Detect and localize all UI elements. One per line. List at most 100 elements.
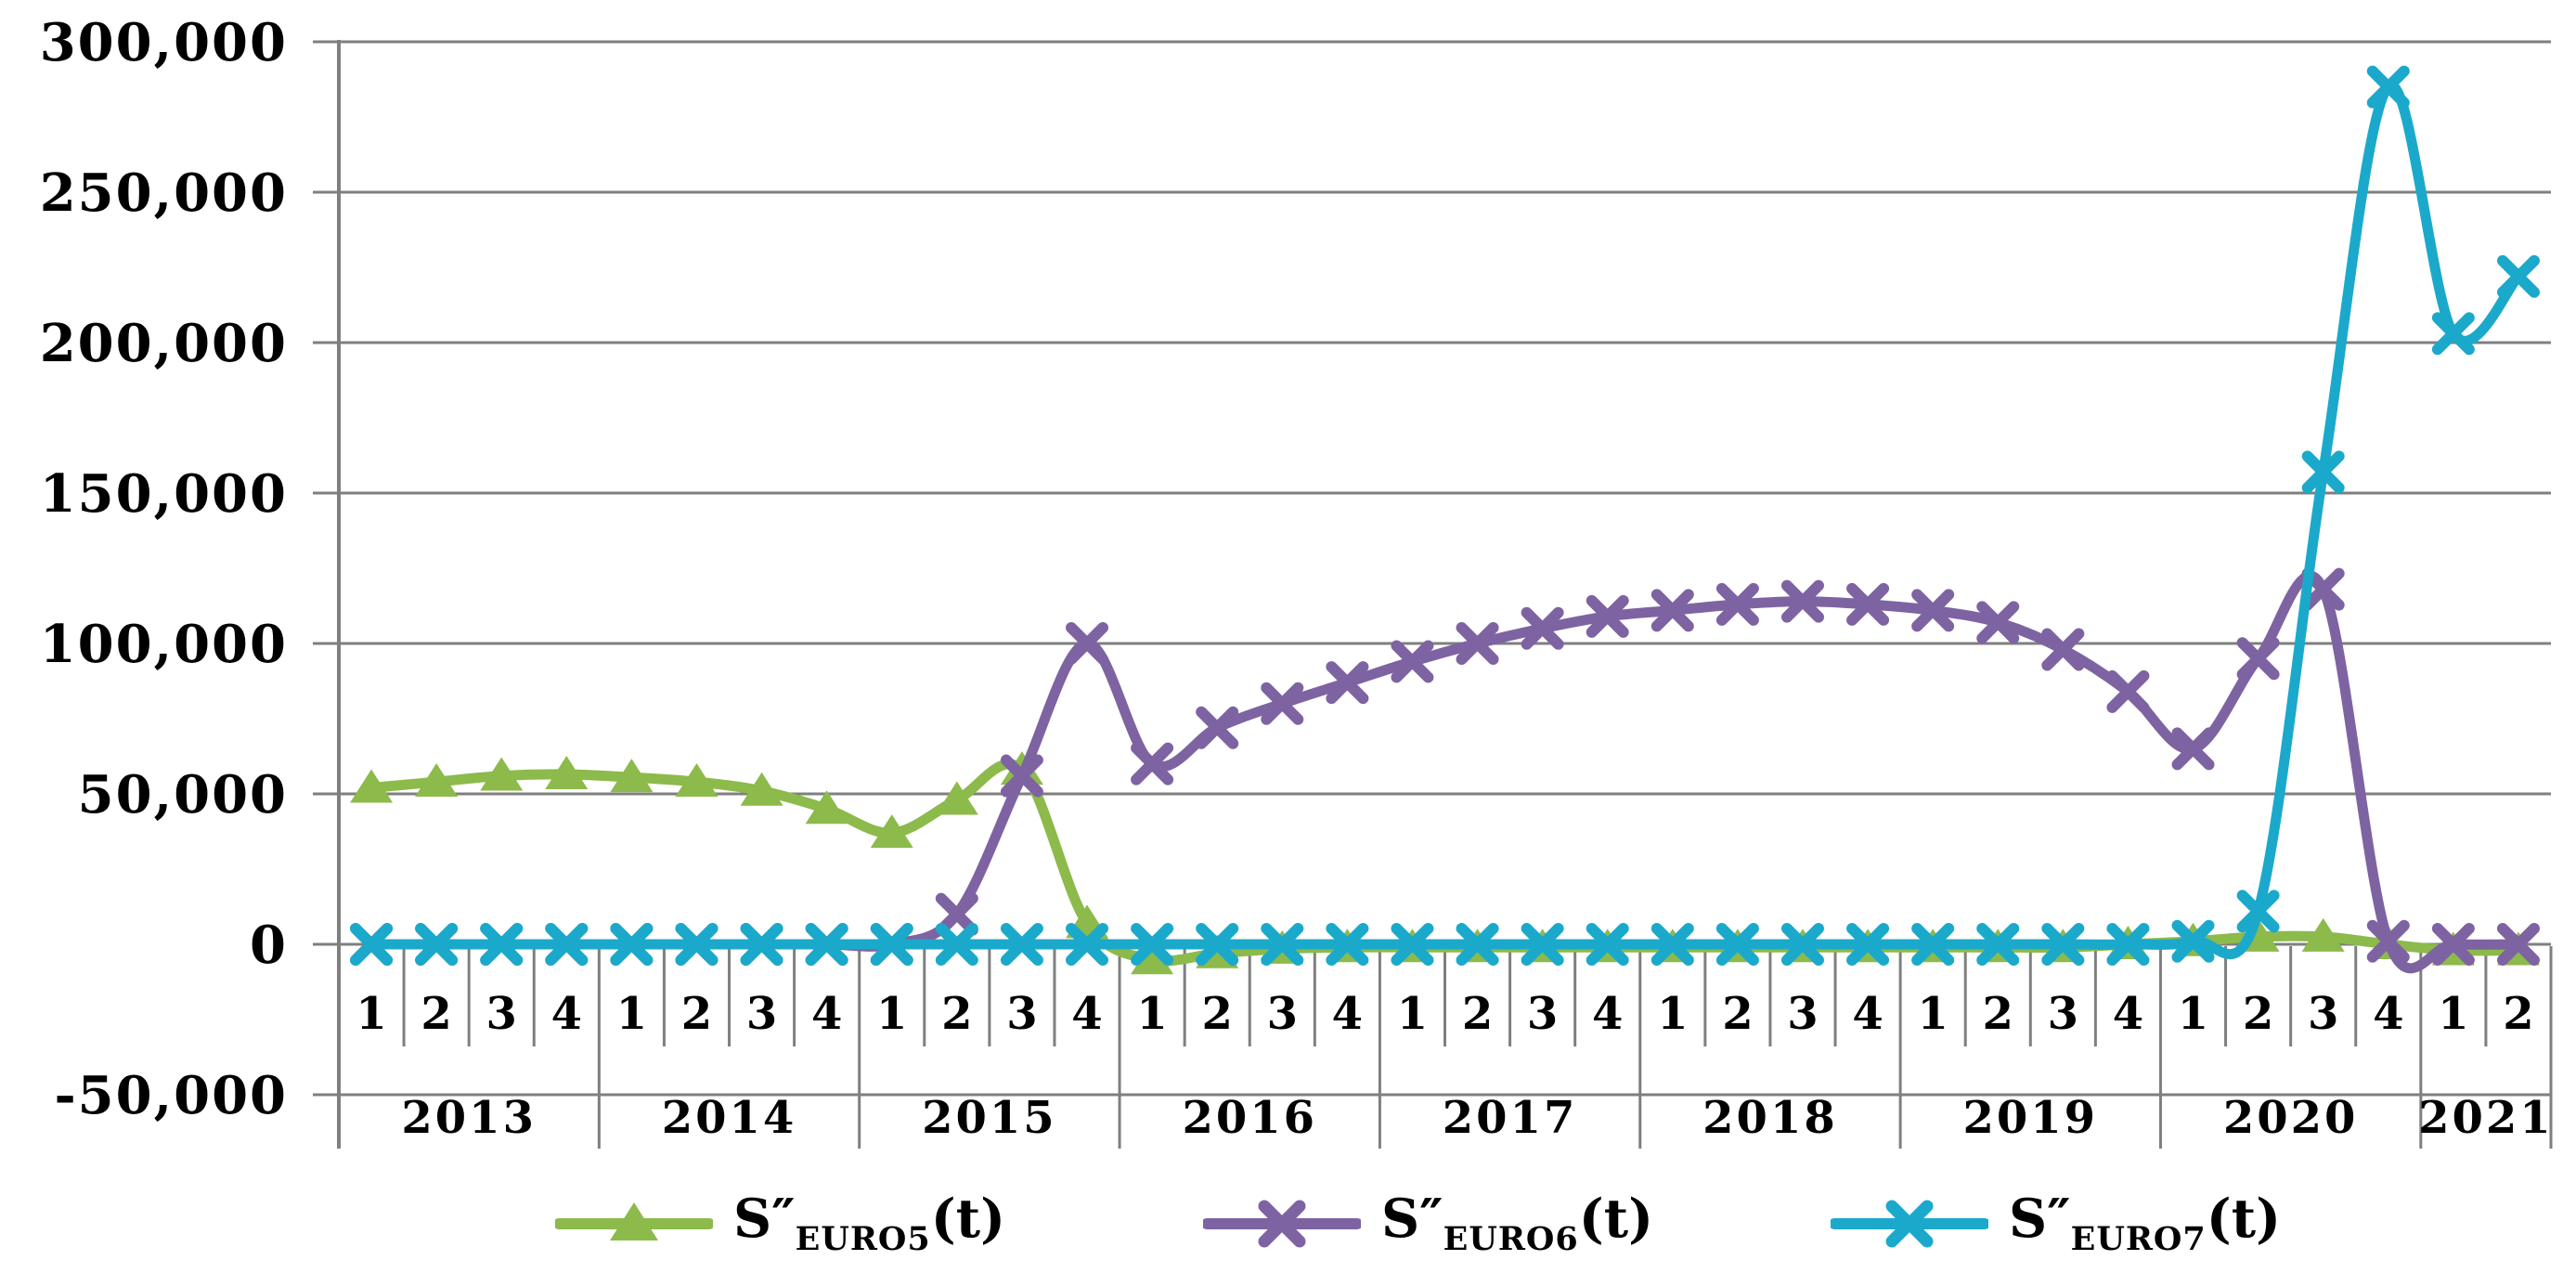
y-axis-tick-label: 50,000 — [78, 764, 288, 825]
x-marker — [1911, 923, 1955, 966]
x-marker — [1066, 923, 1109, 966]
x-axis-quarter-label: 4 — [2113, 988, 2143, 1040]
x-axis-quarter-label: 1 — [356, 988, 386, 1040]
x-marker — [1911, 589, 1955, 632]
triangle-marker — [415, 763, 459, 798]
y-axis-tick-label: 200,000 — [40, 313, 288, 374]
x-marker — [1326, 923, 1369, 966]
triangle-marker — [350, 769, 394, 803]
x-axis-quarter-label: 4 — [2373, 988, 2403, 1040]
x-marker — [2366, 65, 2410, 109]
x-axis-quarter-label: 3 — [2048, 988, 2078, 1040]
x-axis-quarter-label: 1 — [2178, 988, 2208, 1040]
x-marker — [1586, 594, 1629, 638]
x-marker — [1391, 923, 1434, 966]
x-axis-quarter-label: 2 — [1462, 988, 1493, 1040]
x-marker — [1066, 622, 1109, 665]
triangle-marker — [545, 755, 589, 789]
x-axis-year-label: 2015 — [922, 1092, 1057, 1144]
x-marker — [1586, 923, 1629, 966]
x-marker — [2171, 919, 2215, 963]
x-marker — [2236, 637, 2280, 681]
x-marker — [1976, 923, 2020, 966]
x-axis-year-label: 2017 — [1443, 1092, 1578, 1144]
x-marker — [610, 923, 654, 966]
y-axis-tick-label: 250,000 — [40, 162, 288, 224]
x-marker — [2041, 628, 2085, 671]
triangle-marker — [805, 790, 848, 825]
x-marker — [350, 923, 394, 966]
x-marker — [1000, 754, 1043, 798]
x-axis-year-label: 2018 — [1702, 1092, 1838, 1144]
x-marker — [2106, 923, 2150, 966]
x-axis-year-label: 2013 — [401, 1092, 537, 1144]
x-axis-quarter-label: 2 — [2243, 988, 2273, 1040]
x-axis-quarter-label: 3 — [486, 988, 517, 1040]
x-marker — [2301, 450, 2345, 494]
triangle-marker — [2301, 917, 2345, 952]
x-axis-quarter-label: 2 — [1722, 988, 1753, 1040]
y-axis-tick-label: 100,000 — [40, 614, 288, 675]
x-axis-year-label: 2019 — [1962, 1092, 2098, 1144]
x-marker — [2431, 923, 2475, 966]
x-axis-quarter-label: 4 — [1852, 988, 1883, 1040]
x-axis-year-label: 2016 — [1182, 1092, 1317, 1144]
x-marker — [1326, 661, 1369, 705]
x-marker — [1196, 706, 1239, 749]
x-marker — [1715, 582, 1759, 626]
x-marker — [805, 923, 848, 966]
x-marker — [1261, 682, 1304, 725]
x-marker — [2431, 312, 2475, 356]
x-marker — [870, 923, 913, 966]
series-euro7 — [350, 65, 2540, 966]
series-line — [366, 80, 2524, 960]
x-axis-year-label: 2021 — [2418, 1092, 2554, 1144]
x-marker — [1780, 579, 1824, 623]
x-axis-quarter-label: 1 — [1136, 988, 1167, 1040]
y-axis-tick-label: 150,000 — [40, 463, 288, 525]
x-marker — [1391, 640, 1434, 683]
x-axis-quarter-label: 3 — [2308, 988, 2338, 1040]
x-axis-quarter-label: 2 — [2503, 988, 2533, 1040]
x-axis-quarter-label: 3 — [1527, 988, 1558, 1040]
x-axis-quarter-label: 2 — [1983, 988, 2013, 1040]
x-marker — [2041, 923, 2085, 966]
triangle-marker — [610, 759, 654, 793]
x-marker — [1131, 923, 1174, 966]
triangle-marker — [1131, 941, 1174, 975]
y-axis-tick-label: 0 — [250, 915, 288, 976]
x-marker — [415, 923, 459, 966]
x-marker — [1521, 606, 1564, 650]
x-axis-quarter-label: 1 — [1657, 988, 1688, 1040]
x-axis-quarter-label: 1 — [2438, 988, 2468, 1040]
x-axis-quarter-label: 4 — [1332, 988, 1363, 1040]
x-axis-quarter-label: 2 — [681, 988, 712, 1040]
x-axis-quarter-label: 4 — [1071, 988, 1102, 1040]
x-marker — [2236, 890, 2280, 933]
x-marker — [2301, 567, 2345, 611]
x-axis-quarter-label: 1 — [1397, 988, 1428, 1040]
x-marker — [1846, 582, 1890, 626]
triangle-marker — [870, 814, 913, 849]
x-marker — [1846, 923, 1890, 966]
x-marker — [1650, 923, 1694, 966]
x-marker — [480, 923, 524, 966]
x-marker — [1715, 923, 1759, 966]
x-marker — [1521, 923, 1564, 966]
x-axis-quarter-label: 2 — [1201, 988, 1232, 1040]
x-marker — [1261, 923, 1304, 966]
x-marker — [675, 923, 718, 966]
x-marker — [1456, 923, 1499, 966]
x-axis-quarter-label: 4 — [1592, 988, 1623, 1040]
x-marker — [935, 923, 978, 966]
x-marker — [1976, 601, 2020, 644]
x-axis-quarter-label: 1 — [1917, 988, 1948, 1040]
x-axis-quarter-label: 1 — [616, 988, 647, 1040]
x-marker — [1456, 622, 1499, 665]
x-axis-quarter-label: 4 — [811, 988, 842, 1040]
x-marker — [2366, 919, 2410, 963]
x-axis-quarter-label: 3 — [1006, 988, 1037, 1040]
y-axis-tick-label: -50,000 — [54, 1065, 288, 1126]
